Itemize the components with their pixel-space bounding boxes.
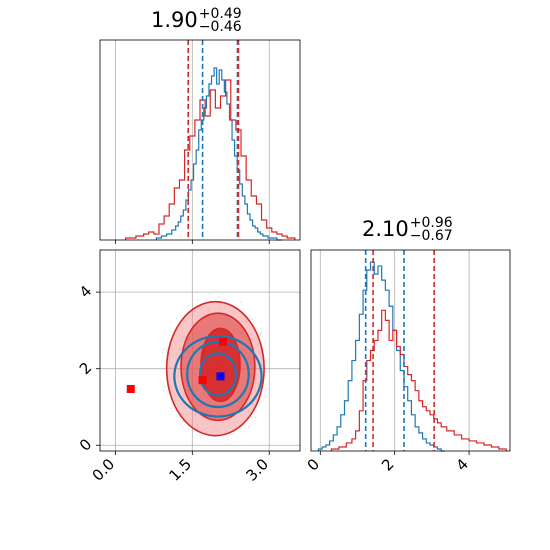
x-tick-label: 0.0 [89,455,119,485]
scatter-point [187,428,190,430]
scatter-point [164,385,167,388]
histogram-series-0 [155,67,283,241]
scatter-point [210,421,213,423]
scatter-point [205,427,208,430]
scatter-point [254,416,256,419]
scatter-point [259,327,262,329]
title-param-1-minus: −0.46 [198,19,242,35]
scatter-point [178,348,181,351]
scatter-point [197,299,199,302]
blue-contour-1 [186,340,250,409]
scatter-point [179,340,182,342]
x-tick-label: 4 [452,455,471,474]
scatter-point [169,407,172,410]
scatter-point [220,298,223,301]
x-tick-label: 2 [378,455,397,474]
scatter-point [183,336,185,338]
scatter-point [179,347,182,350]
panel-marginal-param-1 [99,39,301,244]
blue-contour-2 [173,335,263,418]
panel-marginal-param-2: 0 2 4 [304,249,511,475]
scatter-point [257,343,260,346]
scatter-point [260,332,262,335]
title-param-1-median: 1.90 [151,8,198,32]
scatter-point [246,321,249,323]
scatter-point [183,393,186,396]
scatter-point [183,395,185,397]
marker-2 [219,337,228,346]
scatter-point [175,317,178,320]
title-param-1: 1.90 +0.49 −0.46 [151,6,242,35]
scatter-point [218,296,220,298]
scatter-point [176,352,178,355]
scatter-point [187,305,189,307]
scatter-point [261,364,263,366]
scatter-point [259,399,261,401]
scatter-point [245,320,247,323]
scatter-point [247,426,250,428]
scatter-point [196,428,199,430]
title-param-2-minus: −0.67 [409,228,453,244]
scatter-point [162,352,164,354]
y-tick-label: 4 [76,282,95,301]
marker-3 [216,372,225,381]
scatter-point [226,438,229,441]
scatter-point [251,318,254,320]
scatter-point [169,366,172,369]
scatter-point [179,387,182,390]
scatter-point [219,302,222,305]
scatter-point [207,310,210,312]
scatter-point [163,348,166,351]
title-param-2: 2.10 +0.96 −0.67 [362,215,453,244]
scatter-point [240,301,242,303]
x-tick-label: 1.5 [166,455,196,485]
scatter-point [170,348,173,350]
title-param-2-median: 2.10 [362,217,409,241]
scatter-point [194,413,197,416]
scatter-point [251,396,254,399]
scatter-point [248,411,251,414]
y-tick-label: 0 [76,435,95,454]
scatter-point [166,348,168,351]
scatter-point [163,389,165,391]
scatter-point [255,382,257,384]
scatter-point [259,334,261,337]
x-tick-label: 0 [304,455,323,474]
title-param-1-plus: +0.49 [198,6,242,22]
scatter-point [182,420,184,422]
scatter-point [232,311,234,313]
x-tick-label: 3.0 [242,455,272,485]
histogram-series-1 [125,79,296,240]
scatter-point [213,428,216,431]
y-tick-label: 2 [76,359,95,378]
scatter-point [196,423,198,426]
scatter-point [202,429,205,431]
scatter-point [209,293,211,296]
axes-frame [99,39,301,241]
panel-joint-contour: 0.0 1.5 3.0 0 2 4 [76,249,301,485]
scatter-point [219,307,222,310]
title-param-2-plus: +0.96 [409,215,453,231]
scatter-point [263,395,266,398]
axes-frame [99,249,301,452]
histogram-series-1 [330,309,507,451]
axes-frame [310,249,511,452]
scatter-point [217,429,219,432]
marker-1 [198,376,207,385]
blue-contour-0 [198,352,237,397]
histogram-series-0 [317,261,445,452]
marker-0 [126,384,135,393]
scatter-point [225,430,228,432]
scatter-point [178,368,181,371]
